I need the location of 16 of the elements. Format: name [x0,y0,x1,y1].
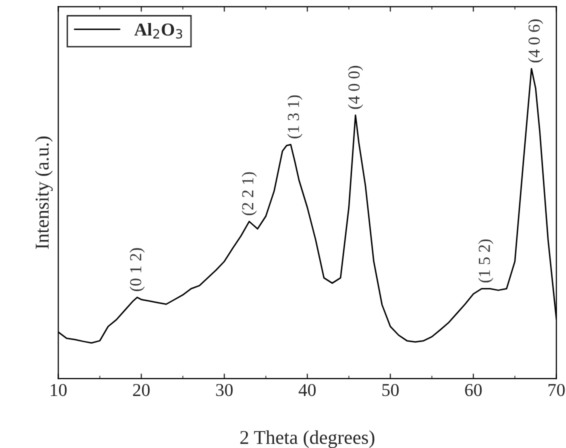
annotation: (2 2 1) [242,172,257,216]
annotation: (0 1 2) [130,248,145,292]
x-axis-title: 2 Theta (degrees) [240,430,374,448]
x-tick-label: 20 [133,384,150,396]
x-tick-label: 40 [298,384,316,396]
legend-label: Al$_{2}$O$_{3}$ [134,22,182,39]
x-tick-label: 30 [216,384,233,396]
x-tick-label: 70 [548,384,565,396]
annotation: (1 5 2) [478,239,494,282]
annotation: (1 3 1) [287,95,302,138]
x-tick-label: 60 [465,384,482,396]
annotation: (4 0 0) [348,66,364,109]
x-tick-label: 10 [50,384,67,396]
x-tick-label: 50 [382,384,399,396]
annotation: (4 0 6) [528,19,544,62]
y-axis-title: Intensity (a.u.) [35,136,53,249]
